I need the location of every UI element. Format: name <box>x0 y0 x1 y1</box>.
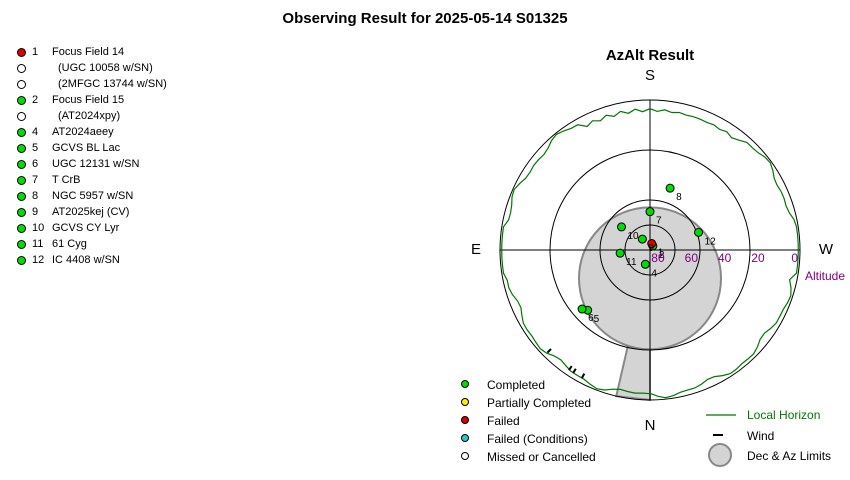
point-label: 9 <box>648 243 654 254</box>
altitude-tick-label: 40 <box>718 251 732 265</box>
status-dot <box>17 96 26 105</box>
direction-south: S <box>645 67 655 84</box>
status-dot <box>17 80 26 89</box>
target-name: (UGC 10058 w/SN) <box>58 62 153 74</box>
target-point <box>640 259 650 269</box>
target-name: UGC 12131 w/SN <box>52 158 140 170</box>
target-name: T CrB <box>52 174 81 186</box>
local-horizon <box>501 108 799 399</box>
point-label: 5 <box>594 314 600 325</box>
legend-status-dot <box>461 380 469 388</box>
point-label: 6 <box>588 313 594 324</box>
legend-status-dot <box>461 398 469 406</box>
status-dot <box>17 240 26 249</box>
horizon-line <box>501 108 799 399</box>
status-dot <box>17 48 26 57</box>
target-number: 7 <box>32 174 39 186</box>
legend-status-dot <box>461 434 469 442</box>
direction-east: E <box>471 241 481 258</box>
target-number: 9 <box>32 206 39 218</box>
direction-north: N <box>645 417 656 434</box>
legend-label: Partially Completed <box>487 396 591 410</box>
status-dot <box>17 192 26 201</box>
legend: Completed Partially Completed Failed Failed… <box>461 378 831 467</box>
target-name: AT2025kej (CV) <box>52 206 130 218</box>
target-name: NGC 5957 w/SN <box>52 190 134 202</box>
point-label: 8 <box>676 192 682 203</box>
status-dot <box>17 176 26 185</box>
point-label: 1 <box>658 248 664 259</box>
page-title: Observing Result for 2025-05-14 S01325 <box>282 10 568 27</box>
status-dot <box>17 160 26 169</box>
legend-label: Missed or Cancelled <box>487 450 596 464</box>
altitude-tick-label: 20 <box>751 251 765 265</box>
altitude-tick-label: 0 <box>791 251 798 265</box>
wind-mark <box>546 348 552 354</box>
legend-label: Failed (Conditions) <box>487 432 588 446</box>
target-number: 10 <box>32 222 45 234</box>
target-point <box>647 239 657 249</box>
status-dot <box>17 112 26 121</box>
target-name: (2MFGC 13744 w/SN) <box>58 78 167 90</box>
target-point <box>637 234 647 244</box>
status-dot <box>17 208 26 217</box>
target-number: 5 <box>32 142 39 154</box>
target-name: (AT2024xpy) <box>58 110 121 122</box>
legend-wind-label: Wind <box>747 429 774 443</box>
target-number: 8 <box>32 190 39 202</box>
altitude-ticks: 80 60 40 20 0 <box>651 251 798 265</box>
point-label: 10 <box>628 231 640 242</box>
direction-west: W <box>819 241 834 258</box>
legend-limits-label: Dec & Az Limits <box>747 449 831 463</box>
legend-horizon-label: Local Horizon <box>747 408 820 422</box>
target-point <box>694 227 704 237</box>
target-number: 2 <box>32 94 39 106</box>
altitude-tick-label: 80 <box>651 251 665 265</box>
target-number: 12 <box>32 254 45 266</box>
target-name: Focus Field 15 <box>52 94 125 106</box>
status-dot <box>17 128 26 137</box>
target-points: 214 56 7 8 9 10 11 12 <box>577 183 717 325</box>
wind-mark <box>568 365 573 371</box>
wind-marks <box>546 348 586 379</box>
target-name: 61 Cyg <box>52 238 87 250</box>
point-label: 11 <box>626 257 637 268</box>
point-label: 2 <box>659 250 665 261</box>
status-dot <box>17 144 26 153</box>
target-point <box>577 304 587 314</box>
wind-mark <box>572 368 577 374</box>
legend-label: Failed <box>487 414 520 428</box>
legend-status-dot <box>461 452 469 460</box>
altitude-tick-label: 60 <box>685 251 699 265</box>
legend-label: Completed <box>487 378 545 392</box>
status-dot <box>17 256 26 265</box>
target-point <box>665 183 675 193</box>
legend-status-dot <box>461 416 469 424</box>
target-name: AT2024aeey <box>52 126 114 138</box>
chart-title: AzAlt Result <box>606 47 694 64</box>
target-point <box>617 222 627 232</box>
target-number: 11 <box>32 238 44 250</box>
legend-limits-swatch <box>708 443 732 467</box>
point-label: 4 <box>651 268 657 279</box>
wind-mark <box>581 373 586 379</box>
target-point <box>615 248 625 258</box>
point-label: 7 <box>656 216 662 227</box>
altitude-grid <box>499 99 801 401</box>
target-name: IC 4408 w/SN <box>52 254 120 266</box>
point-label: 12 <box>705 236 717 247</box>
target-number: 1 <box>32 46 39 58</box>
target-name: GCVS BL Lac <box>52 142 121 154</box>
altitude-axis-label: Altitude <box>805 269 845 283</box>
status-dot <box>17 224 26 233</box>
target-number: 6 <box>32 158 39 170</box>
status-dot <box>17 64 26 73</box>
target-point <box>645 207 655 217</box>
target-name: Focus Field 14 <box>52 46 125 58</box>
target-number: 4 <box>32 126 39 138</box>
target-name: GCVS CY Lyr <box>52 222 120 234</box>
